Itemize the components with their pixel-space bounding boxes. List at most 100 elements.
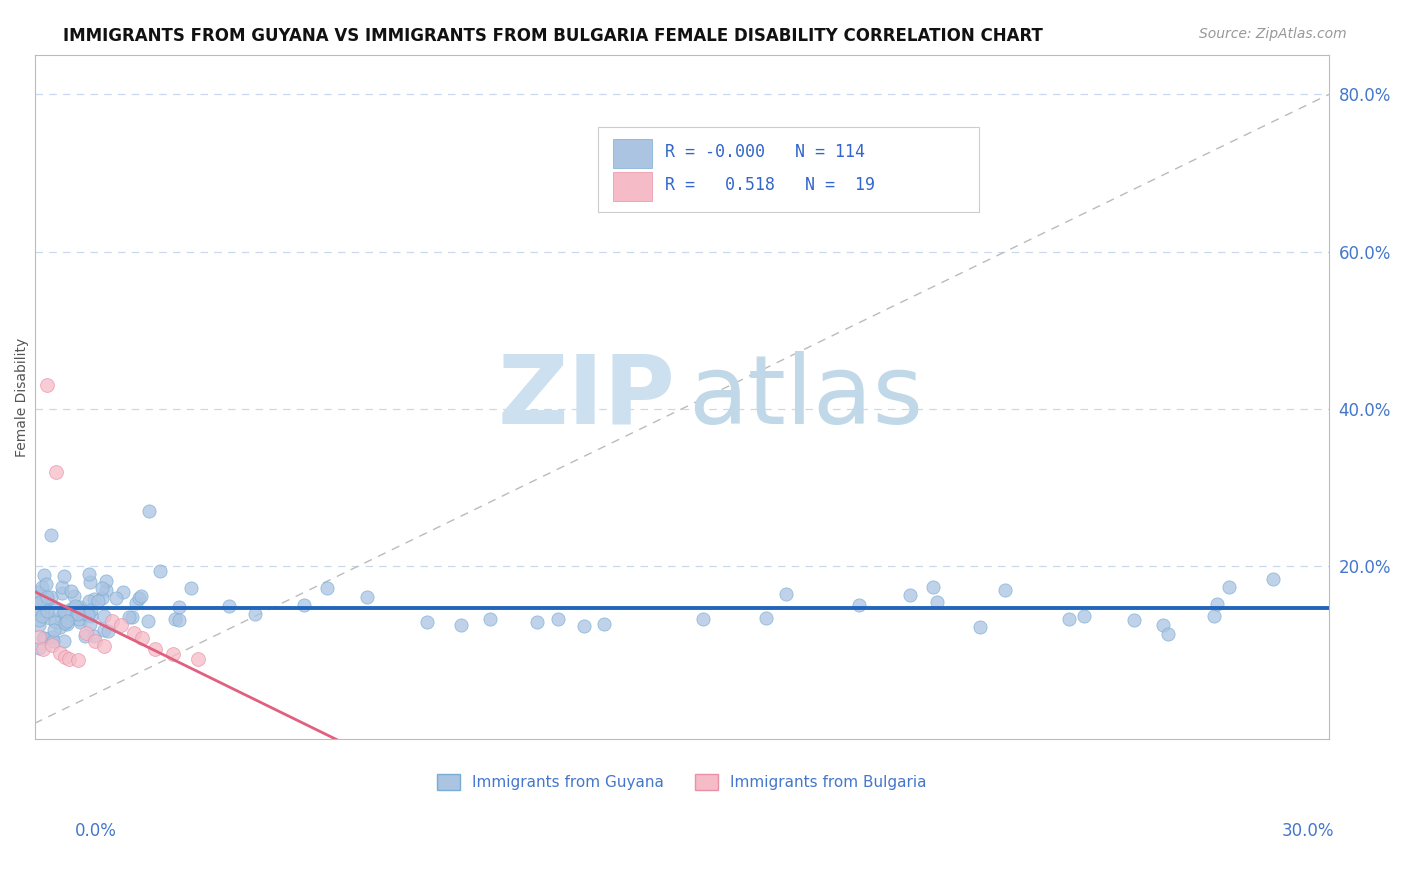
Point xyxy=(69,615,91,630)
Point xyxy=(1059,612,1081,626)
Point xyxy=(63,599,86,614)
Point xyxy=(1218,581,1240,595)
Point xyxy=(922,580,945,594)
Point xyxy=(187,652,209,666)
Point xyxy=(53,604,76,618)
Text: R = -0.000   N = 114: R = -0.000 N = 114 xyxy=(665,144,865,161)
Point xyxy=(56,605,79,619)
Point xyxy=(66,653,89,667)
Point xyxy=(91,591,114,605)
Point xyxy=(42,634,65,648)
Point xyxy=(77,594,100,608)
Point xyxy=(122,626,145,640)
Point xyxy=(848,598,870,612)
Point xyxy=(450,618,472,632)
Point xyxy=(162,647,184,661)
Point xyxy=(356,590,378,604)
Point xyxy=(69,599,91,614)
Point xyxy=(755,610,778,624)
Point xyxy=(129,590,152,604)
Point xyxy=(180,582,202,596)
Point xyxy=(62,589,84,603)
Point xyxy=(97,624,120,638)
Point xyxy=(28,641,51,656)
Point xyxy=(79,575,101,590)
Point xyxy=(39,527,62,541)
Legend: Immigrants from Guyana, Immigrants from Bulgaria: Immigrants from Guyana, Immigrants from … xyxy=(432,768,932,797)
Point xyxy=(243,607,266,622)
Point xyxy=(59,607,82,622)
Point xyxy=(53,615,76,630)
Point xyxy=(59,602,82,616)
Point xyxy=(44,603,66,617)
Point xyxy=(53,569,76,583)
Point xyxy=(1205,597,1227,611)
Point xyxy=(416,615,439,629)
Point xyxy=(167,600,190,615)
Point xyxy=(69,603,91,617)
Point xyxy=(32,641,55,656)
Point xyxy=(30,595,52,609)
Point xyxy=(84,633,107,648)
Point xyxy=(73,629,96,643)
Point xyxy=(547,612,569,626)
Point xyxy=(28,603,51,617)
Point xyxy=(83,630,105,644)
Point xyxy=(53,633,76,648)
Point xyxy=(121,609,143,624)
Point xyxy=(592,616,614,631)
Point xyxy=(1157,627,1180,641)
Point xyxy=(87,593,110,607)
Point xyxy=(83,592,105,607)
Point xyxy=(39,590,62,604)
Text: 30.0%: 30.0% xyxy=(1281,822,1334,840)
Bar xyxy=(613,139,652,168)
Point xyxy=(49,646,72,660)
Point xyxy=(31,580,53,594)
Point xyxy=(124,596,146,610)
Point xyxy=(48,620,70,634)
Point xyxy=(37,592,59,607)
Point xyxy=(775,587,797,601)
Point xyxy=(93,623,115,637)
Point xyxy=(35,604,58,618)
Point xyxy=(77,566,100,581)
Point xyxy=(101,614,124,628)
Bar xyxy=(613,172,652,201)
Point xyxy=(1261,572,1284,586)
Point xyxy=(969,620,991,634)
FancyBboxPatch shape xyxy=(598,127,980,212)
Point xyxy=(167,613,190,627)
Text: Source: ZipAtlas.com: Source: ZipAtlas.com xyxy=(1199,27,1347,41)
Point xyxy=(105,591,128,605)
Point xyxy=(994,582,1017,597)
Point xyxy=(52,607,75,621)
Point xyxy=(112,585,135,599)
Point xyxy=(34,577,56,591)
Point xyxy=(41,630,63,644)
Point xyxy=(45,465,67,479)
Text: IMMIGRANTS FROM GUYANA VS IMMIGRANTS FROM BULGARIA FEMALE DISABILITY CORRELATION: IMMIGRANTS FROM GUYANA VS IMMIGRANTS FRO… xyxy=(63,27,1043,45)
Point xyxy=(143,641,166,656)
Point xyxy=(51,586,73,600)
Point xyxy=(56,616,79,631)
Point xyxy=(218,599,240,613)
Point xyxy=(38,611,60,625)
Point xyxy=(110,618,132,632)
Point xyxy=(72,606,94,620)
Point xyxy=(1073,608,1095,623)
Point xyxy=(96,574,118,588)
Text: 0.0%: 0.0% xyxy=(75,822,117,840)
Point xyxy=(572,619,595,633)
Point xyxy=(28,585,51,599)
Point xyxy=(28,591,51,605)
Point xyxy=(37,590,59,604)
Y-axis label: Female Disability: Female Disability xyxy=(15,337,30,457)
Point xyxy=(479,612,502,626)
Point xyxy=(28,618,51,632)
Point xyxy=(37,378,59,392)
Point xyxy=(93,608,115,623)
Point xyxy=(31,631,53,645)
Point xyxy=(44,615,66,630)
Point xyxy=(131,632,153,646)
